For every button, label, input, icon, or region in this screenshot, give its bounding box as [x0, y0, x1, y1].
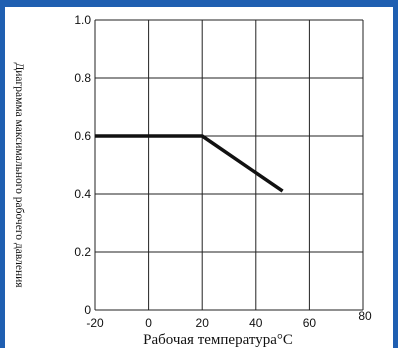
left-blue-border	[0, 0, 5, 348]
y-tick-label: 0	[84, 303, 91, 317]
y-tick-label: 1.0	[74, 13, 91, 27]
x-tick-label: 80	[358, 309, 372, 323]
y-tick-label: 0.2	[74, 245, 91, 259]
series-line	[95, 134, 284, 193]
x-tick-label: 40	[249, 316, 263, 330]
x-tick-label: 0	[145, 316, 152, 330]
y-tick-label: 0.8	[74, 71, 91, 85]
right-blue-border	[393, 0, 398, 348]
x-axis-title: Рабочая температура°C	[143, 332, 293, 348]
top-blue-border	[0, 0, 398, 7]
x-tick-label: 20	[196, 316, 210, 330]
x-tick-label: 60	[303, 316, 317, 330]
y-tick-label: 0.6	[74, 129, 91, 143]
plot-area: 00.20.40.60.81.0-20 0 20 40 60 80	[74, 13, 372, 330]
x-tick-label: -20	[86, 316, 104, 330]
y-axis-title: Диаграмма максимального рабочего давлени…	[13, 62, 25, 288]
y-tick-label: 0.4	[74, 187, 91, 201]
